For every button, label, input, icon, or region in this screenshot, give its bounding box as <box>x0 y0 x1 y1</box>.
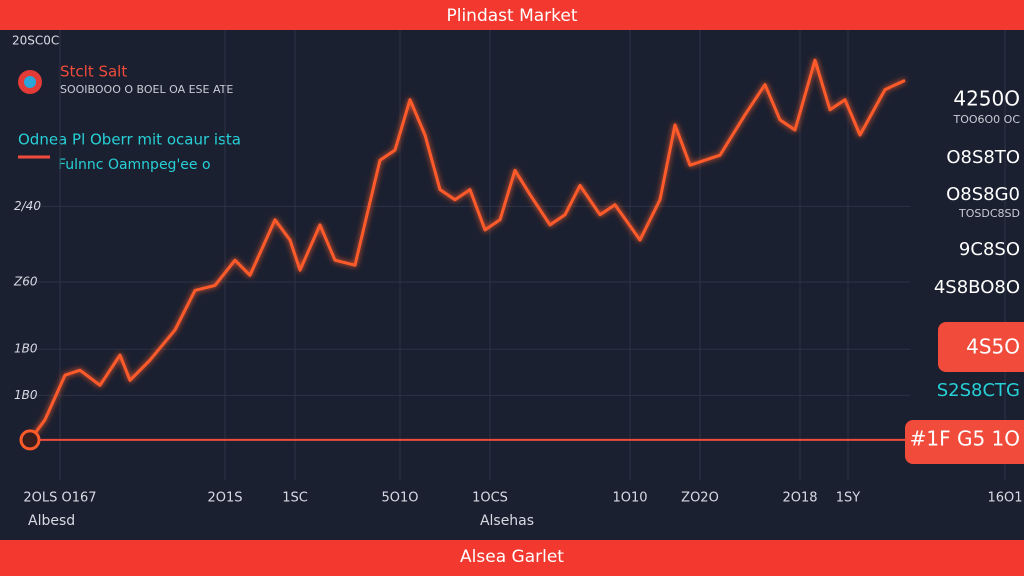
x-tick-label: 1OCS <box>472 491 508 506</box>
price-line <box>28 58 906 441</box>
side-badge <box>905 420 1024 464</box>
app-title: Plindast Market <box>446 6 577 26</box>
logo-inner <box>24 76 36 88</box>
side-label: 4S8BO8O <box>934 277 1020 298</box>
side-label: O8S8G0 <box>946 184 1020 205</box>
side-label: 4S5O <box>966 335 1020 359</box>
x-axis-title: Alsehas <box>480 513 534 529</box>
y-tick-label: Z60 <box>13 275 38 289</box>
side-label: O8S8TO <box>946 147 1020 168</box>
legend-subtitle: Fulnnc Oamnpeg'ee o <box>58 157 211 173</box>
brand: Stclt Salt <box>60 63 127 81</box>
start-marker <box>19 429 41 451</box>
legend-title: Odnea Pl Oberr mit ocaur ista <box>18 131 241 149</box>
side-badge <box>938 322 1024 372</box>
brand-subtitle: SOOIBOOO O BOEL OA ESE ATE <box>60 83 233 96</box>
header-code: 20SC0C <box>12 34 59 48</box>
x-tick-label: 1SC <box>282 491 308 506</box>
x-tick-label: 1O10 <box>612 491 647 506</box>
x-tick-label: 16O1 <box>987 491 1022 506</box>
side-label: 9C8SO <box>959 239 1020 260</box>
footer-title: Alsea Garlet <box>460 547 564 567</box>
side-label: #1F G5 1O <box>910 427 1020 451</box>
side-label: TOO6O0 OC <box>952 113 1020 126</box>
x-tick-label: 2OLS O167 <box>23 491 96 506</box>
x-tick-label: 1SY <box>836 491 861 506</box>
x-tick-label: 2O1S <box>207 491 242 506</box>
bottom-bar <box>0 540 1024 576</box>
side-label: 4250O <box>953 87 1020 111</box>
x-tick-label: ZO2O <box>681 491 719 506</box>
x-tick-label: 5O1O <box>381 491 418 506</box>
x-tick-label: 2O18 <box>782 491 817 506</box>
x-axis-title-left: Albesd <box>28 513 75 529</box>
side-label: TOSDC8SD <box>958 207 1020 220</box>
top-bar <box>0 0 1024 30</box>
side-label: S2S8CTG <box>937 380 1020 401</box>
y-tick-label: 1B0 <box>14 342 38 356</box>
y-tick-label: 2/40 <box>14 199 41 213</box>
y-tick-label: 1B0 <box>14 388 38 402</box>
